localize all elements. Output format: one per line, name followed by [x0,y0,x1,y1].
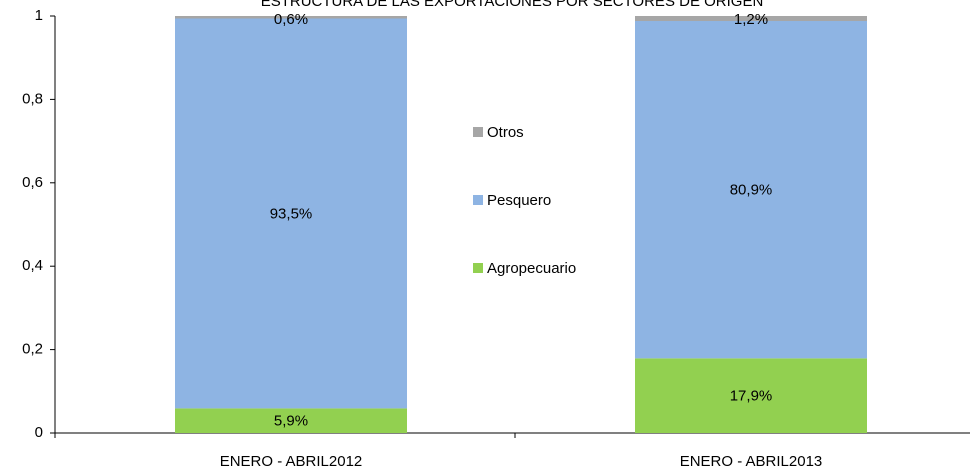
data-label: 1,2% [734,11,768,28]
bar-segment [635,16,867,22]
data-label: 5,9% [274,413,308,430]
data-label: 17,9% [730,388,773,405]
x-tick-label: ENERO - ABRIL2012 [220,453,363,470]
legend-label: Pesquero [487,192,551,209]
bar-segment [175,18,407,409]
data-label: 0,6% [274,11,308,28]
chart-title: ESTRUCTURA DE LAS EXPORTACIONES POR SECT… [261,0,764,10]
data-label: 80,9% [730,182,773,199]
y-tick-label: 0,8 [22,90,43,107]
x-tick-label: ENERO - ABRIL2013 [680,453,823,470]
legend-swatch [473,127,483,137]
legend-label: Agropecuario [487,260,576,277]
bar-segment [635,21,867,359]
y-tick-label: 0,4 [22,257,43,274]
y-tick-label: 0,6 [22,174,43,191]
legend-swatch [473,263,483,273]
bar-segment [175,16,407,19]
y-tick-label: 0,2 [22,341,43,358]
bar-segment [175,408,407,433]
legend-label: Otros [487,124,524,141]
legend-swatch [473,195,483,205]
bar-segment [635,358,867,433]
y-tick-label: 1 [35,7,43,24]
data-label: 93,5% [270,205,313,222]
y-tick-label: 0 [35,424,43,441]
